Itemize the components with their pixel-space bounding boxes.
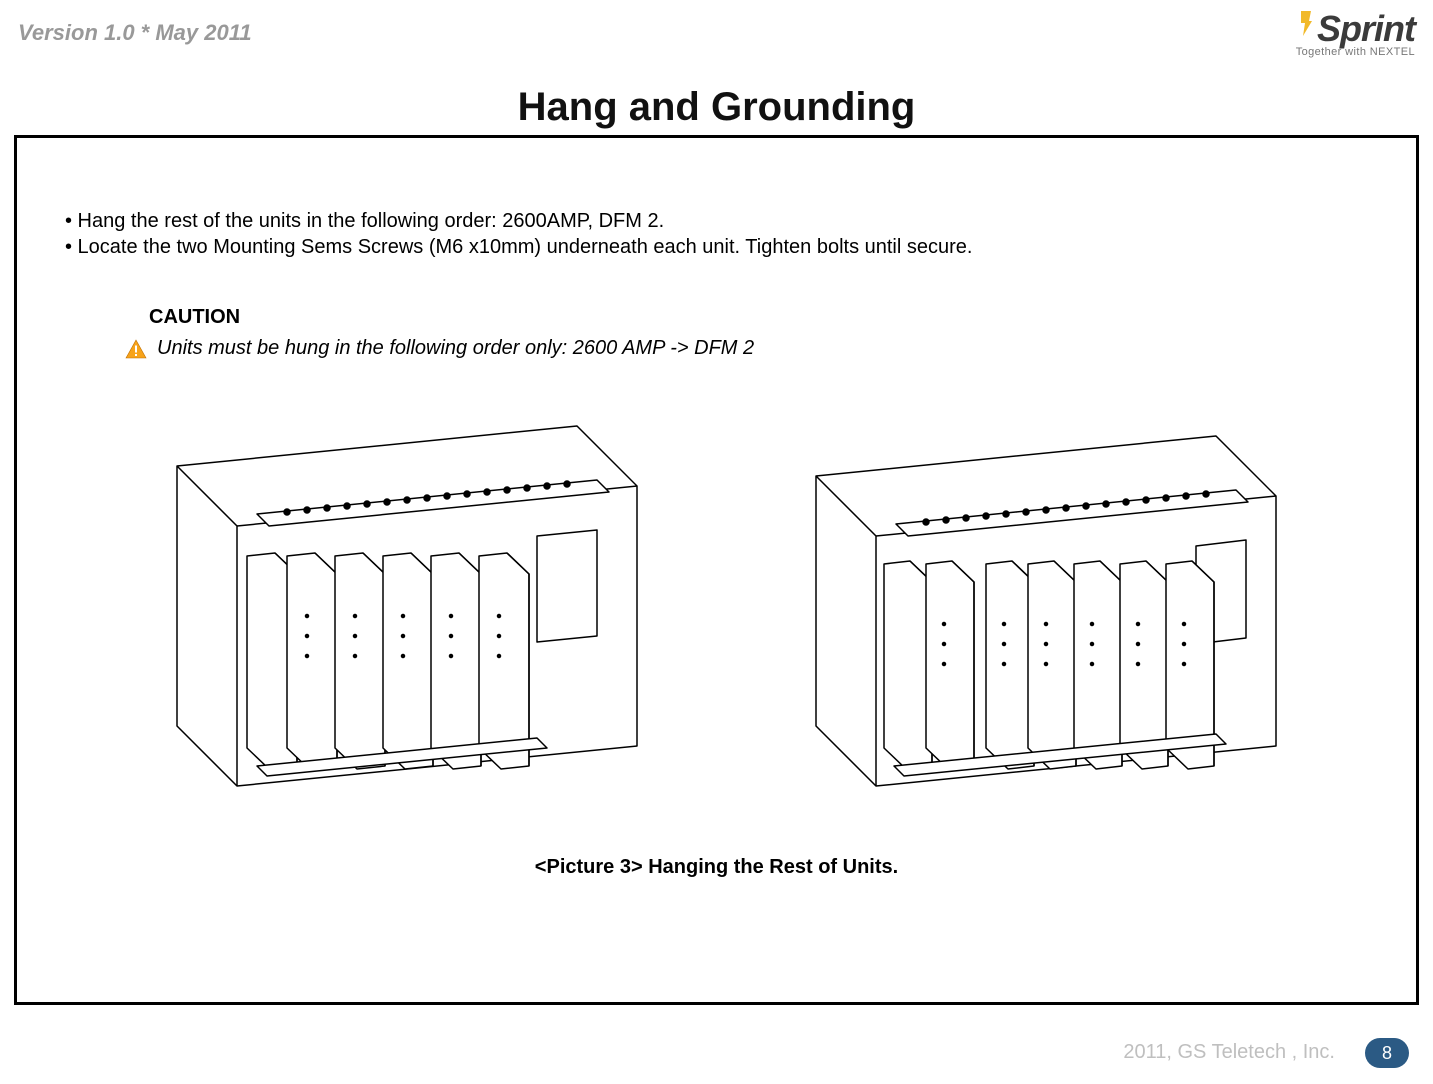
page-number-badge: 8 bbox=[1365, 1038, 1409, 1068]
copyright-text: 2011, GS Teletech , Inc. bbox=[1123, 1041, 1335, 1064]
pin-icon bbox=[1297, 4, 1315, 32]
figure-caption: <Picture 3> Hanging the Rest of Units. bbox=[17, 856, 1416, 879]
bullet-1: • Hang the rest of the units in the foll… bbox=[65, 208, 972, 234]
bullet-2: • Locate the two Mounting Sems Screws (M… bbox=[65, 234, 972, 260]
figure-left bbox=[137, 406, 657, 826]
caution-row: Units must be hung in the following orde… bbox=[125, 337, 754, 360]
figure-right bbox=[776, 406, 1296, 826]
brand-logo: Sprint Together with NEXTEL bbox=[1296, 8, 1415, 58]
figure-row bbox=[17, 406, 1416, 826]
warning-icon bbox=[125, 339, 147, 359]
version-text: Version 1.0 * May 2011 bbox=[18, 20, 252, 46]
caution-text: Units must be hung in the following orde… bbox=[157, 337, 754, 360]
page-title: Hang and Grounding bbox=[0, 85, 1433, 130]
sprint-text: Sprint bbox=[1317, 8, 1415, 49]
instruction-bullets: • Hang the rest of the units in the foll… bbox=[65, 208, 972, 260]
content-frame: • Hang the rest of the units in the foll… bbox=[14, 135, 1419, 1005]
caution-block: CAUTION Units must be hung in the follow… bbox=[125, 306, 754, 360]
sprint-wordmark: Sprint bbox=[1296, 8, 1415, 50]
caution-heading: CAUTION bbox=[149, 306, 754, 329]
